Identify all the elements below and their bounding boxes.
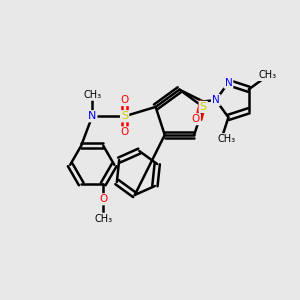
Text: O: O [99, 194, 107, 204]
Text: O: O [192, 114, 200, 124]
Text: CH₃: CH₃ [94, 214, 112, 224]
Text: CH₃: CH₃ [217, 134, 236, 144]
Text: S: S [200, 102, 207, 112]
Text: CH₃: CH₃ [83, 90, 101, 100]
Text: O: O [121, 128, 129, 137]
Text: N: N [224, 78, 232, 88]
Text: CH₃: CH₃ [258, 70, 276, 80]
Text: N: N [212, 95, 220, 105]
Text: N: N [88, 111, 96, 121]
Text: S: S [121, 111, 128, 121]
Text: O: O [121, 95, 129, 105]
